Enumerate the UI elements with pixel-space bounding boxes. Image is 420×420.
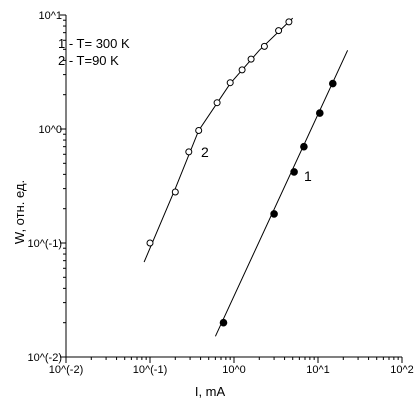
x-tick-label: 10^0: [222, 364, 246, 376]
ticks: [60, 14, 403, 363]
data-point-series-2: [171, 188, 179, 196]
x-axis-label: I, mA: [195, 384, 226, 399]
data-point-series-1: [270, 210, 278, 218]
data-point-series-1: [219, 318, 228, 327]
data-point-series-2: [213, 99, 221, 107]
y-axis-label: W, отн. ед.: [12, 180, 27, 244]
legend-entry-2: 2 - T=90 K: [58, 53, 119, 68]
tick-labels: 10^(-2) 10^(-1) 10^0 10^1 10^2 10^(-2) 10^(-1)…: [27, 10, 413, 376]
legend-entry-1: 1 - T= 300 K: [58, 36, 130, 51]
x-tick-label: 10^(-1): [133, 364, 168, 376]
y-tick-label: 10^0: [38, 124, 62, 136]
data-point-series-2: [275, 27, 283, 35]
data-point-series-2: [226, 79, 234, 87]
data-point-series-1: [316, 109, 324, 117]
data-point-series-2: [195, 127, 203, 134]
data-point-series-2: [146, 239, 154, 247]
data-point-series-2: [285, 18, 293, 26]
data-point-series-2: [247, 55, 255, 63]
data-point-series-1: [290, 168, 298, 176]
y-tick-label: 10^1: [38, 10, 62, 22]
series-label-1: 1: [304, 168, 312, 184]
x-tick-label: 10^1: [306, 364, 330, 376]
data-point-series-2: [260, 42, 268, 50]
x-tick-label: 10^2: [390, 364, 414, 376]
series-label-2: 2: [201, 144, 209, 160]
data-point-series-2: [238, 66, 246, 74]
fit-line-series-1: [214, 50, 349, 337]
data-point-series-1: [329, 79, 337, 88]
y-tick-label: 10^(-1): [27, 238, 62, 250]
data-points: [146, 18, 337, 327]
data-point-series-2: [185, 148, 193, 156]
x-tick-label: 10^(-2): [49, 364, 84, 376]
y-tick-label: 10^(-2): [27, 352, 62, 364]
data-point-series-1: [300, 142, 308, 151]
